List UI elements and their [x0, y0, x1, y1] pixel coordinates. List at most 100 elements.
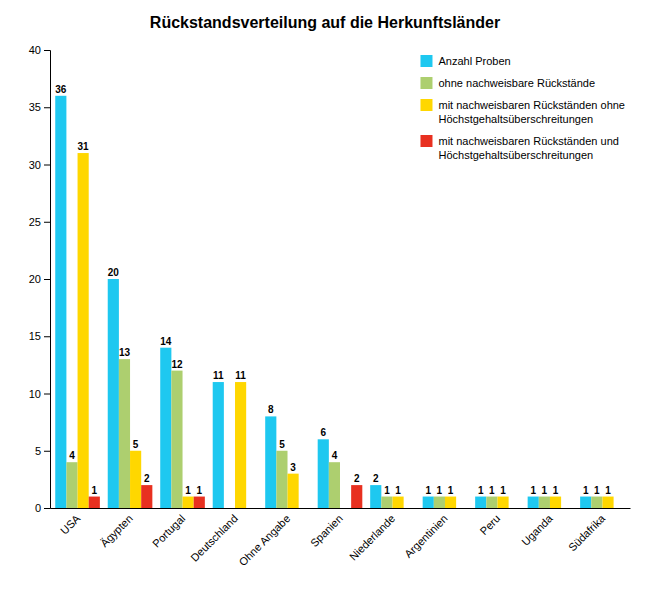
- bar: [171, 371, 182, 508]
- x-tick-label: Ägypten: [98, 512, 135, 549]
- y-tick-label: 5: [35, 445, 41, 457]
- bar: [528, 497, 539, 508]
- bar: [486, 497, 497, 508]
- bar: [614, 508, 625, 509]
- chart-container: Rückstandsverteilung auf die Herkunftslä…: [0, 0, 650, 603]
- data-label: 5: [279, 439, 285, 450]
- x-tick: Spanien: [308, 512, 345, 549]
- data-label: 31: [78, 141, 90, 152]
- legend-swatch: [420, 77, 432, 89]
- bar: [276, 451, 287, 508]
- bar: [445, 497, 456, 508]
- data-label: 13: [119, 347, 131, 358]
- data-label: 11: [213, 370, 224, 381]
- data-label: 1: [478, 485, 484, 496]
- x-axis: USA Ägypten PortugalDeutschlandOhne Angabe…: [51, 509, 631, 569]
- legend-label: mit nachweisbaren Rückständen ohneHöchst…: [438, 99, 625, 125]
- y-tick-mark: [44, 107, 50, 108]
- bar: [130, 451, 141, 508]
- bar: [591, 497, 602, 508]
- data-label: 12: [171, 359, 183, 370]
- x-tick: Südafrika: [566, 512, 608, 554]
- data-label: 1: [395, 485, 401, 496]
- bar: [141, 485, 152, 508]
- data-label: 36: [55, 84, 67, 95]
- data-label: 20: [108, 267, 120, 278]
- legend-label: Anzahl Proben: [438, 55, 510, 67]
- legend-item: mit nachweisbaren Rückständen undHöchstg…: [420, 135, 618, 161]
- bar: [318, 439, 329, 508]
- data-label: 2: [144, 473, 150, 484]
- bar: [108, 279, 119, 508]
- x-tick: Argentinien: [402, 512, 450, 560]
- y-tick-mark: [44, 50, 50, 51]
- x-axis-line: [51, 508, 631, 509]
- data-label: 4: [69, 450, 75, 461]
- bar: [550, 497, 561, 508]
- y-tick: 0: [35, 502, 50, 514]
- data-label: 6: [320, 427, 326, 438]
- y-tick-mark: [44, 508, 50, 509]
- data-label: 1: [185, 485, 191, 496]
- bar: [340, 508, 351, 509]
- chart-svg: Rückstandsverteilung auf die Herkunftslä…: [0, 0, 650, 603]
- x-tick: Deutschland: [188, 512, 240, 564]
- bar: [509, 508, 520, 509]
- data-label: 1: [583, 485, 589, 496]
- y-tick-label: 15: [29, 330, 41, 342]
- bar-series: [89, 485, 363, 508]
- data-label: 1: [530, 485, 536, 496]
- bar: [194, 497, 205, 508]
- bar: [224, 508, 235, 509]
- data-label: 3: [290, 462, 296, 473]
- bar: [288, 474, 299, 508]
- y-tick-mark: [44, 222, 50, 223]
- y-axis-line: [44, 51, 51, 509]
- legend: Anzahl Probenohne nachweisbare Rückständ…: [420, 55, 625, 161]
- data-label: 1: [489, 485, 495, 496]
- data-label: 5: [133, 439, 139, 450]
- bar: [213, 382, 224, 508]
- bar: [55, 96, 66, 508]
- bar: [497, 497, 508, 508]
- bar: [404, 508, 415, 509]
- x-tick-label: Uganda: [519, 512, 555, 548]
- y-tick-label: 0: [35, 502, 41, 514]
- bar: [434, 497, 445, 508]
- bar: [66, 462, 77, 508]
- bar: [119, 359, 130, 508]
- y-tick: 20: [29, 273, 50, 285]
- x-tick: USA: [58, 512, 83, 537]
- legend-item: mit nachweisbaren Rückständen ohneHöchst…: [420, 99, 625, 125]
- data-label: 2: [354, 473, 360, 484]
- bar: [160, 348, 171, 508]
- data-label: 1: [542, 485, 548, 496]
- y-tick: 25: [29, 216, 50, 228]
- data-label: 1: [594, 485, 600, 496]
- x-tick-label: Deutschland: [188, 512, 240, 564]
- legend-swatch: [420, 135, 432, 147]
- bar: [246, 508, 257, 509]
- y-tick-label: 35: [29, 101, 41, 113]
- y-tick-label: 25: [29, 216, 41, 228]
- bar: [602, 497, 613, 508]
- y-tick-label: 40: [29, 44, 41, 56]
- bar: [265, 416, 276, 508]
- data-label: 1: [448, 485, 454, 496]
- y-tick: 5: [35, 445, 50, 457]
- data-label: 11: [235, 370, 246, 381]
- y-tick: 35: [29, 101, 50, 113]
- legend-swatch: [420, 55, 432, 67]
- chart-title: Rückstandsverteilung auf die Herkunftslä…: [150, 14, 500, 31]
- legend-label: mit nachweisbaren Rückständen undHöchstg…: [438, 135, 618, 161]
- bar: [89, 497, 100, 508]
- y-tick-mark: [44, 165, 50, 166]
- x-tick-label: Ohne Angabe: [236, 512, 292, 568]
- bar: [235, 382, 246, 508]
- y-tick-label: 10: [29, 388, 41, 400]
- y-axis: 0510152025303540: [29, 44, 51, 514]
- x-tick: Peru: [477, 512, 502, 537]
- data-label: 1: [500, 485, 506, 496]
- x-tick-label: Portugal: [150, 512, 187, 549]
- y-tick-mark: [44, 394, 50, 395]
